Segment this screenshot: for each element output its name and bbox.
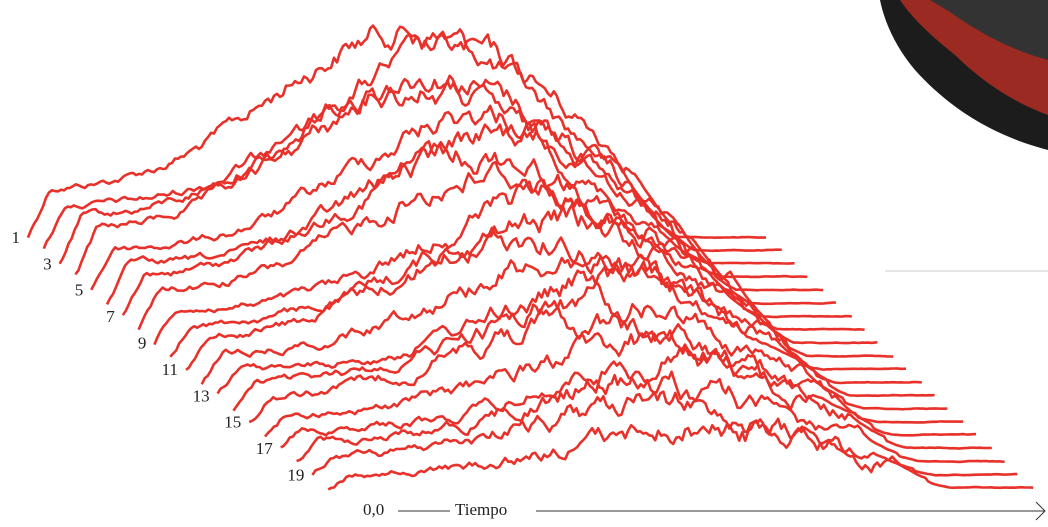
trace bbox=[185, 226, 907, 371]
trace-label: 17 bbox=[256, 439, 274, 458]
axis-arrow bbox=[1035, 501, 1046, 521]
trace bbox=[153, 180, 878, 346]
trace bbox=[105, 123, 837, 306]
trace-label: 5 bbox=[75, 281, 84, 300]
trace bbox=[280, 346, 992, 450]
trace bbox=[169, 203, 894, 358]
axis-label: Tiempo bbox=[455, 500, 507, 519]
trace bbox=[137, 160, 865, 331]
traces bbox=[26, 24, 1034, 491]
trace-label: 13 bbox=[193, 386, 210, 405]
time-axis: 0,0 Tiempo bbox=[363, 500, 1046, 521]
trace bbox=[248, 306, 964, 424]
trace bbox=[296, 370, 1005, 464]
trace bbox=[216, 260, 935, 398]
trace-label: 1 bbox=[12, 228, 21, 247]
trace bbox=[200, 251, 922, 385]
trace-label: 9 bbox=[138, 334, 147, 353]
trace-label: 11 bbox=[162, 360, 178, 379]
origin-label: 0,0 bbox=[363, 500, 384, 519]
trace-label: 15 bbox=[224, 413, 241, 432]
trace bbox=[58, 74, 795, 265]
trace-label: 3 bbox=[43, 254, 52, 273]
device-keys bbox=[930, 0, 1048, 60]
trace bbox=[263, 329, 977, 438]
device-photo bbox=[880, 0, 1048, 150]
trace bbox=[90, 104, 824, 292]
trace-label: 7 bbox=[106, 307, 115, 326]
trace bbox=[327, 417, 1034, 491]
trace-label: 19 bbox=[287, 466, 304, 485]
